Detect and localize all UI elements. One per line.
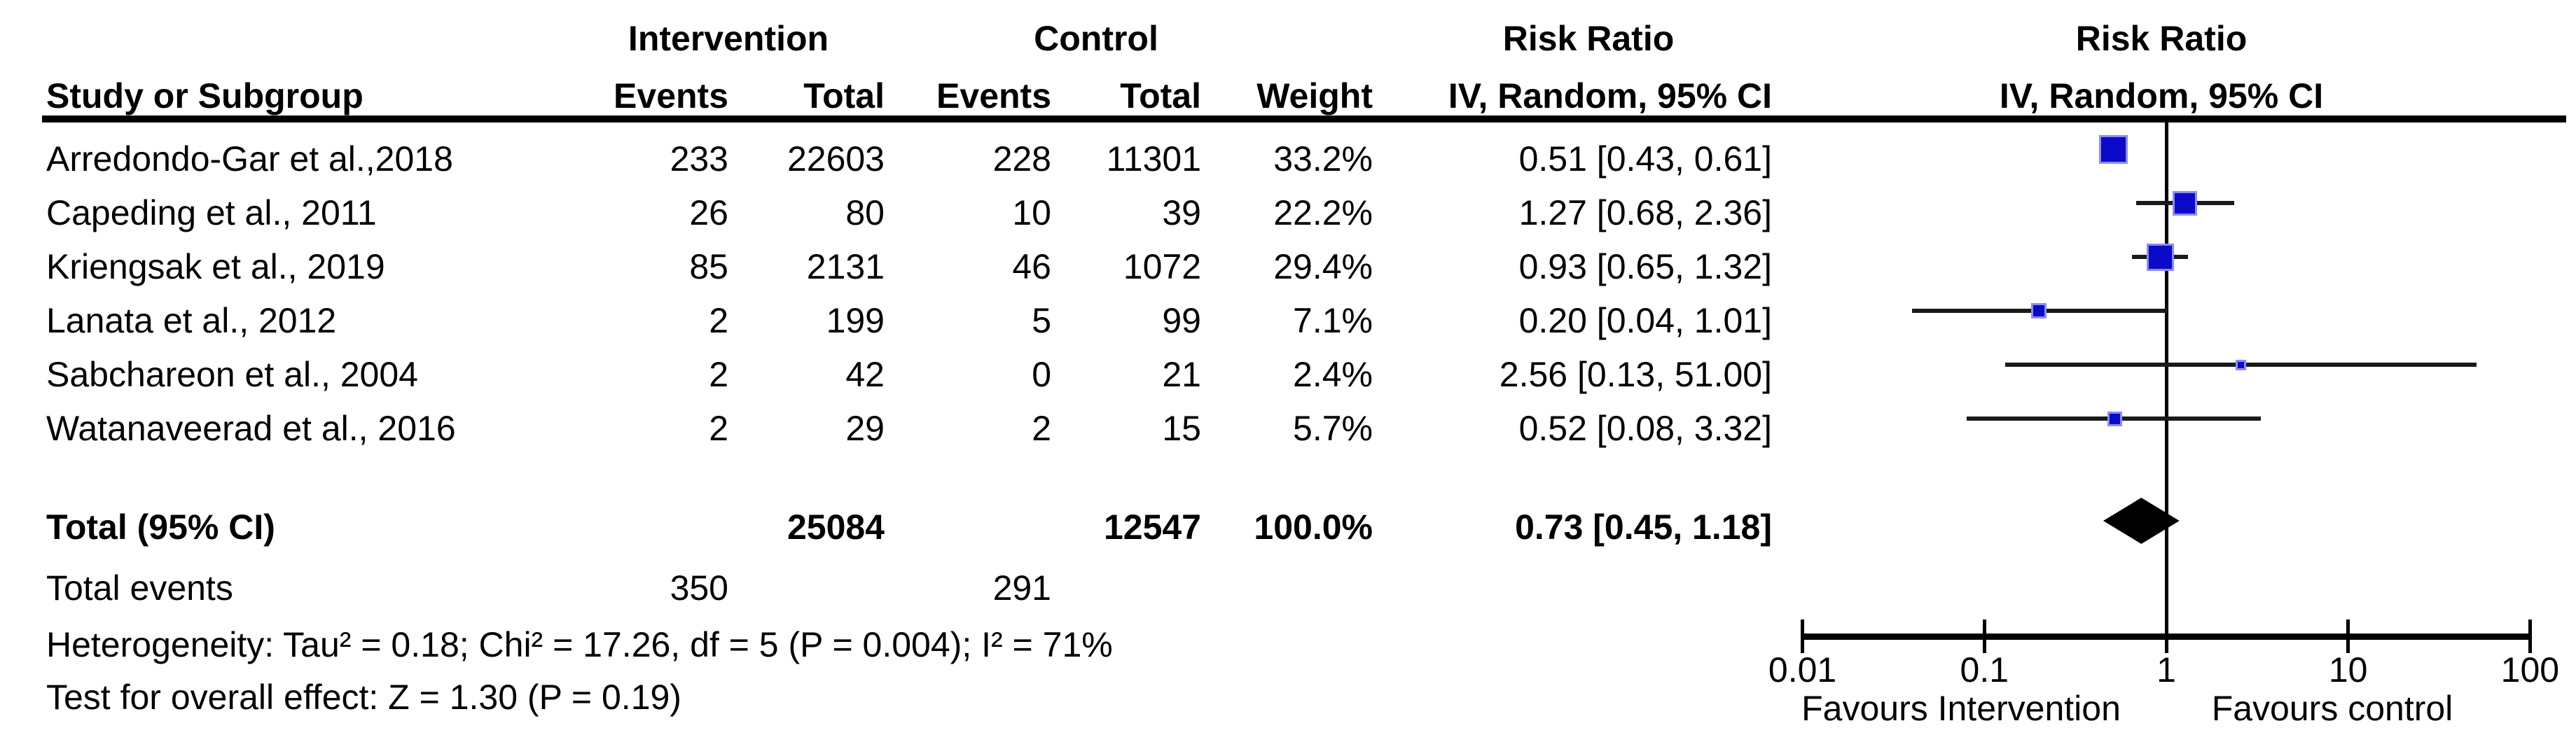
total-rr-ci: 0.73 [0.45, 1.18] <box>1515 507 1772 547</box>
control-total: 21 <box>1162 355 1201 394</box>
intervention-total: 80 <box>845 193 885 232</box>
intervention-events: 233 <box>670 139 728 178</box>
study-name: Watanaveerad et al., 2016 <box>46 409 456 448</box>
control-group-header: Control <box>1034 19 1158 58</box>
risk-ratio-plot-header: Risk Ratio <box>2075 19 2248 58</box>
control-total-header: Total <box>1120 76 1201 115</box>
study-name: Arredondo-Gar et al.,2018 <box>46 139 453 178</box>
total-events-control: 291 <box>992 568 1051 608</box>
x-axis-tick-label: 0.1 <box>1960 650 2009 690</box>
total-row-label: Total (95% CI) <box>46 507 275 547</box>
control-events: 2 <box>1032 409 1051 448</box>
intervention-events: 26 <box>689 193 728 232</box>
study-name: Kriengsak et al., 2019 <box>46 247 385 286</box>
weight-value: 2.4% <box>1293 355 1373 394</box>
rr-ci-text: 0.20 [0.04, 1.01] <box>1518 301 1772 340</box>
x-axis-tick <box>1801 620 1805 653</box>
weight-column-header: Weight <box>1256 76 1373 115</box>
x-axis-tick-label: 0.01 <box>1768 650 1837 690</box>
risk-ratio-column-header: Risk Ratio <box>1502 19 1675 58</box>
intervention-group-header: Intervention <box>628 19 829 58</box>
heterogeneity-stats: Heterogeneity: Tau² = 0.18; Chi² = 17.26… <box>46 625 1113 664</box>
method-ci-plot-header: IV, Random, 95% CI <box>1999 76 2324 115</box>
control-events-header: Events <box>936 76 1051 115</box>
intervention-events-header: Events <box>614 76 728 115</box>
total-events-label: Total events <box>46 568 233 608</box>
total-events-intervention: 350 <box>670 568 728 608</box>
intervention-events: 2 <box>709 355 728 394</box>
rr-ci-text: 1.27 [0.68, 2.36] <box>1518 193 1772 232</box>
weight-value: 22.2% <box>1273 193 1373 232</box>
weight-value: 29.4% <box>1273 247 1373 286</box>
total-diamond <box>2103 498 2180 544</box>
rr-ci-text: 0.93 [0.65, 1.32] <box>1518 247 1772 286</box>
study-name: Sabchareon et al., 2004 <box>46 355 418 394</box>
favours-intervention-label: Favours Intervention <box>1801 689 2121 728</box>
total-weight: 100.0% <box>1254 507 1373 547</box>
intervention-total: 29 <box>845 409 885 448</box>
x-axis-tick <box>1982 620 1986 653</box>
header-divider <box>42 115 2566 122</box>
control-events: 46 <box>1012 247 1051 286</box>
effect-square <box>2173 190 2198 216</box>
x-axis-tick-label: 100 <box>2500 650 2560 690</box>
effect-square <box>2107 411 2122 426</box>
rr-ci-text: 2.56 [0.13, 51.00] <box>1499 355 1772 394</box>
intervention-total: 22603 <box>787 139 885 178</box>
null-effect-line <box>2164 122 2168 639</box>
effect-square <box>2147 243 2175 271</box>
x-axis-tick <box>2346 620 2350 653</box>
control-events: 10 <box>1012 193 1051 232</box>
intervention-events: 2 <box>709 301 728 340</box>
total-control-n: 12547 <box>1103 507 1201 547</box>
overall-effect-test: Test for overall effect: Z = 1.30 (P = 0… <box>46 678 681 717</box>
intervention-total: 199 <box>826 301 885 340</box>
control-total: 39 <box>1162 193 1201 232</box>
x-axis-tick-label: 1 <box>2156 650 2176 690</box>
effect-square <box>2098 134 2128 164</box>
intervention-total: 2131 <box>806 247 885 286</box>
control-events: 5 <box>1032 301 1051 340</box>
rr-ci-text: 0.52 [0.08, 3.32] <box>1518 409 1772 448</box>
intervention-events: 85 <box>689 247 728 286</box>
control-total: 11301 <box>1106 139 1201 178</box>
study-column-header: Study or Subgroup <box>46 76 363 115</box>
intervention-total-header: Total <box>803 76 885 115</box>
study-name: Capeding et al., 2011 <box>46 193 377 232</box>
x-axis-tick <box>2164 620 2168 653</box>
control-total: 1072 <box>1123 247 1201 286</box>
effect-square <box>2235 359 2246 370</box>
x-axis-tick <box>2528 620 2532 653</box>
control-total: 15 <box>1162 409 1201 448</box>
rr-ci-text: 0.51 [0.43, 0.61] <box>1518 139 1772 178</box>
weight-value: 5.7% <box>1293 409 1373 448</box>
study-name: Lanata et al., 2012 <box>46 301 337 340</box>
weight-value: 7.1% <box>1293 301 1373 340</box>
control-total: 99 <box>1162 301 1201 340</box>
effect-square <box>2031 303 2047 318</box>
total-intervention-n: 25084 <box>787 507 885 547</box>
intervention-events: 2 <box>709 409 728 448</box>
x-axis-tick-label: 10 <box>2328 650 2368 690</box>
control-events: 0 <box>1032 355 1051 394</box>
control-events: 228 <box>992 139 1051 178</box>
intervention-total: 42 <box>845 355 885 394</box>
method-ci-column-header: IV, Random, 95% CI <box>1448 76 1772 115</box>
favours-control-label: Favours control <box>2211 689 2453 728</box>
weight-value: 33.2% <box>1273 139 1373 178</box>
